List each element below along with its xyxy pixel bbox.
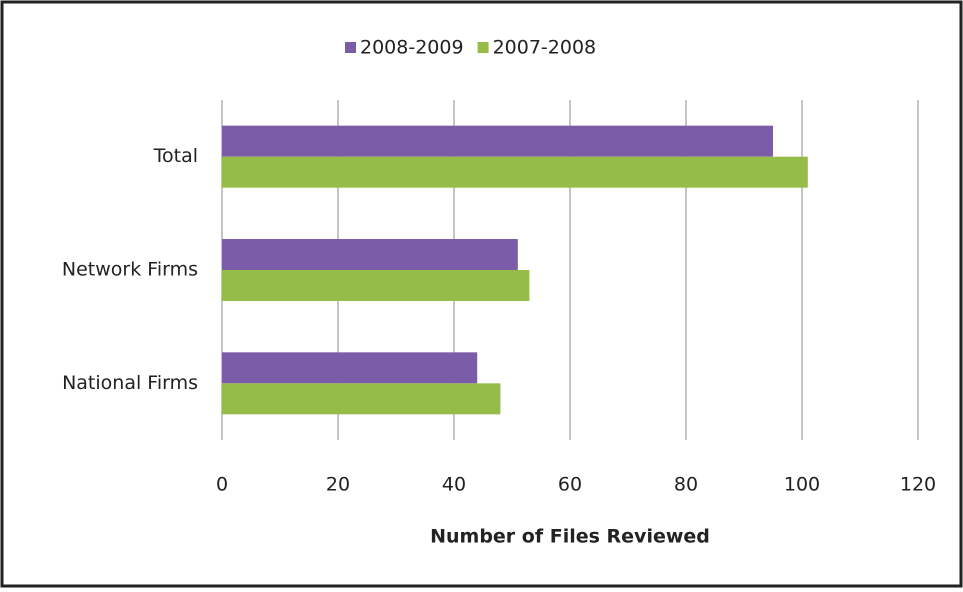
y-tick-label: Total [153, 145, 198, 167]
x-tick-label: 0 [216, 474, 228, 496]
x-tick-label: 120 [900, 474, 936, 496]
x-axis-title: Number of Files Reviewed [430, 526, 710, 548]
x-tick-label: 80 [674, 474, 698, 496]
bar [222, 352, 478, 384]
legend-swatch [477, 42, 489, 53]
x-tick-label: 40 [442, 474, 466, 496]
y-tick-label: National Firms [62, 372, 198, 394]
bar [222, 270, 530, 301]
bar [222, 156, 808, 188]
bar [222, 239, 518, 270]
x-tick-label: 100 [784, 474, 820, 496]
bar [222, 125, 773, 157]
legend-label: 2007-2008 [493, 37, 597, 59]
legend-swatch [345, 42, 356, 53]
x-tick-label: 60 [558, 474, 582, 496]
legend-label: 2008-2009 [360, 37, 464, 59]
x-tick-label: 20 [326, 474, 350, 496]
bar [222, 383, 501, 415]
y-tick-label: Network Firms [62, 259, 198, 281]
